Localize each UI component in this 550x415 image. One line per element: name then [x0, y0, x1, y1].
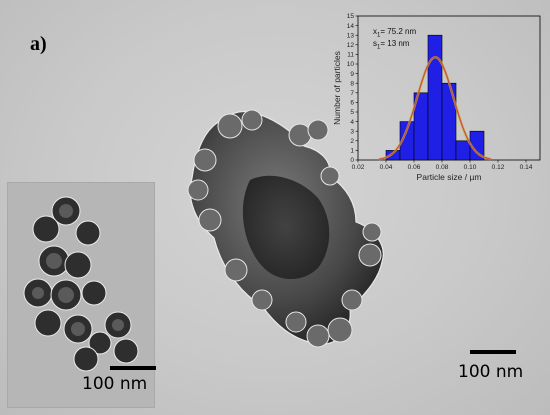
histogram-ticks: 0.02 0.04 0.06 0.08 0.10 0.12 0.14012345678910… — [347, 13, 533, 171]
size-histogram: 0.02 0.04 0.06 0.08 0.10 0.12 0.14 0 1 2 3 4 5 6 7 8 9 10… — [330, 6, 550, 184]
x-tick-label: 0.10 — [464, 164, 477, 171]
inset-particles — [23, 196, 139, 372]
histogram-bar — [441, 82, 457, 161]
x-tick-label: 0.08 — [436, 164, 449, 171]
x-tick-label: 0.06 — [408, 164, 421, 171]
histogram-svg: 0.02 0.04 0.06 0.08 0.10 0.12 0.14012345678910… — [332, 13, 541, 182]
x-axis-title: Particle size / µm — [417, 172, 482, 182]
x-tick-label: 0.02 — [352, 164, 365, 171]
x-tick-label: 0.14 — [520, 164, 533, 171]
y-tick-label: 10 — [347, 61, 355, 68]
histogram-bar — [427, 34, 443, 161]
y-tick-label: 7 — [350, 90, 354, 97]
inset-scale-label: 100 nm — [82, 374, 148, 394]
gaussian-fit-curve — [378, 56, 492, 160]
panel-label: a) — [30, 33, 47, 55]
stat-annotation: s1= 13 nm — [373, 39, 410, 51]
histogram-bar — [455, 140, 471, 161]
y-tick-label: 3 — [350, 128, 354, 135]
y-tick-label: 9 — [350, 71, 354, 78]
y-tick-label: 1 — [350, 148, 354, 155]
x-tick-label: 0.04 — [380, 164, 393, 171]
y-tick-label: 13 — [347, 32, 355, 39]
inset-scale-line — [110, 366, 156, 370]
y-tick-label: 11 — [347, 52, 354, 59]
y-tick-label: 12 — [347, 42, 355, 49]
histogram-bars — [385, 34, 485, 161]
y-axis-title: Number of particles — [332, 51, 342, 125]
main-scale-line — [470, 350, 516, 354]
y-tick-label: 6 — [350, 100, 354, 107]
y-tick-label: 15 — [347, 13, 355, 20]
y-tick-label: 5 — [350, 109, 354, 116]
fit-curve-group — [378, 56, 492, 161]
y-tick-label: 0 — [350, 157, 354, 164]
y-tick-label: 2 — [350, 138, 354, 145]
main-scale-label: 100 nm — [458, 362, 524, 382]
nanoparticle-aggregate — [187, 109, 384, 348]
y-tick-label: 4 — [350, 119, 354, 126]
y-tick-label: 8 — [350, 80, 354, 87]
stat-annotation: x1= 75.2 nm — [373, 27, 416, 39]
x-tick-label: 0.12 — [492, 164, 505, 171]
y-tick-label: 14 — [347, 23, 355, 30]
